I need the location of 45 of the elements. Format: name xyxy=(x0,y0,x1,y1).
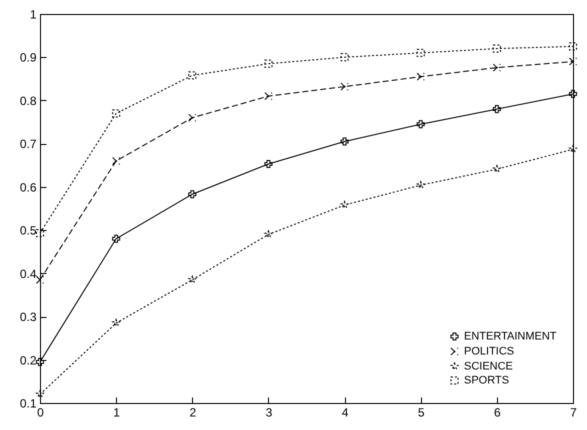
x-tick-label: 3 xyxy=(266,406,273,420)
x-tick-label: 2 xyxy=(189,406,196,420)
x-tick-label: 5 xyxy=(418,406,425,420)
y-tick-label: 0.3 xyxy=(20,310,37,324)
x-tick-label: 1 xyxy=(113,406,120,420)
point xyxy=(36,390,44,398)
point xyxy=(112,109,120,118)
legend-label: ENTERTAINMENT xyxy=(464,330,557,342)
legend-label: SPORTS xyxy=(464,374,510,386)
point xyxy=(416,48,425,57)
y-tick-label: 0.1 xyxy=(20,396,37,410)
point xyxy=(188,190,196,198)
y-tick-label: 0.5 xyxy=(20,224,37,238)
point xyxy=(340,82,349,91)
point xyxy=(493,165,501,173)
point xyxy=(568,90,578,98)
point xyxy=(340,137,349,146)
x-tick-label: 0 xyxy=(37,406,44,420)
y-tick-label: 0.7 xyxy=(20,137,37,152)
x-tick-label: 4 xyxy=(342,406,349,420)
y-tick-label: 0.9 xyxy=(20,50,37,65)
point xyxy=(112,319,120,326)
point xyxy=(492,105,501,114)
point xyxy=(416,181,425,189)
point xyxy=(264,60,272,68)
point xyxy=(569,145,577,153)
y-tick-label: 0.4 xyxy=(20,266,37,281)
legend-label: SCIENCE xyxy=(464,360,513,372)
point xyxy=(492,44,501,53)
x-tick-label: 6 xyxy=(494,406,502,420)
point xyxy=(416,120,425,128)
y-tick-label: 0.2 xyxy=(20,353,37,368)
point xyxy=(112,234,120,243)
point xyxy=(340,201,348,208)
point xyxy=(264,160,272,168)
y-tick-label: 1 xyxy=(30,8,37,22)
point xyxy=(188,71,196,80)
point xyxy=(264,230,272,238)
legend-label: POLITICS xyxy=(464,346,514,358)
point xyxy=(340,53,349,62)
point xyxy=(188,276,196,284)
y-tick-label: 0.6 xyxy=(20,180,37,194)
point xyxy=(36,358,44,366)
x-tick-label: 7 xyxy=(570,406,578,420)
y-tick-label: 0.8 xyxy=(20,94,37,108)
